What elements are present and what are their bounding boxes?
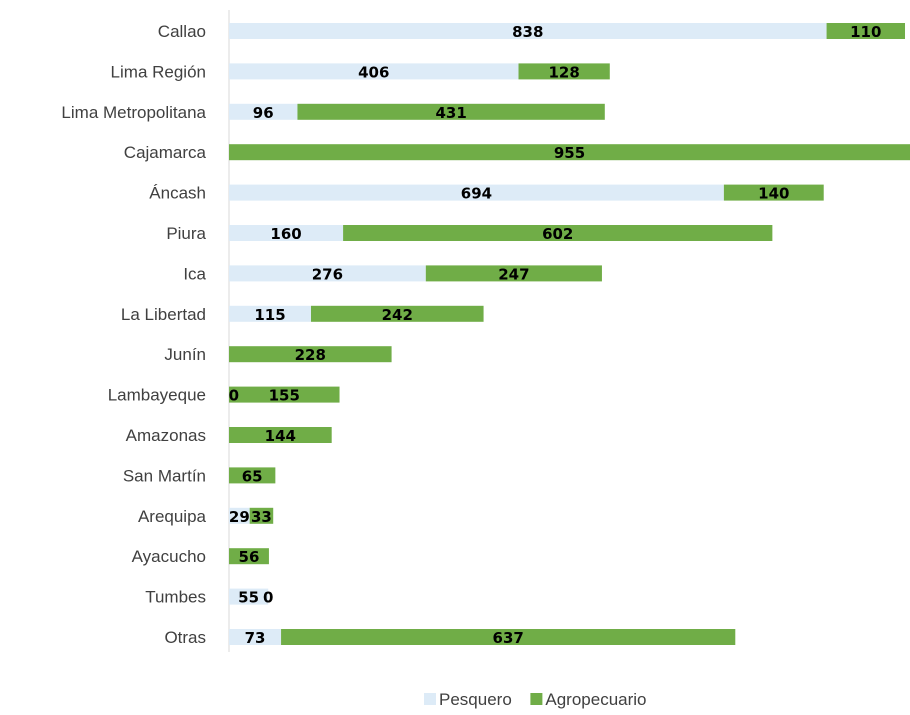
data-label-agropecuario-piura: 602 xyxy=(542,225,573,243)
category-label-junin: Junín xyxy=(164,345,206,364)
data-label-pesquero-la-libertad: 115 xyxy=(254,306,285,324)
bars-layer xyxy=(229,23,910,645)
legend-swatch-pesquero xyxy=(424,693,436,705)
legend-label-pesquero: Pesquero xyxy=(439,690,512,709)
data-label-agropecuario-callao: 110 xyxy=(850,23,881,41)
data-label-agropecuario-ica: 247 xyxy=(498,265,529,283)
bar-agropecuario-amazonas xyxy=(229,427,332,443)
bar-agropecuario-ica xyxy=(425,265,602,282)
bar-agropecuario-la-libertad xyxy=(311,305,484,322)
data-label-pesquero-lima-region: 406 xyxy=(358,63,389,81)
bar-agropecuario-callao xyxy=(826,23,906,39)
data-label-pesquero-callao: 838 xyxy=(512,23,543,41)
bar-agropecuario-junin xyxy=(229,346,392,363)
category-label-lima-metropolitana: Lima Metropolitana xyxy=(61,103,206,122)
bar-pesquero-callao xyxy=(229,23,827,39)
bar-agropecuario-ayacucho xyxy=(229,548,269,565)
bar-pesquero-lima-region xyxy=(229,63,519,80)
category-label-san-martin: San Martín xyxy=(123,466,206,485)
category-label-lima-region: Lima Región xyxy=(111,62,206,81)
bar-agropecuario-cajamarca xyxy=(229,144,910,161)
category-label-ica: Ica xyxy=(183,264,206,283)
bar-agropecuario-piura xyxy=(343,225,773,241)
category-label-callao: Callao xyxy=(158,22,206,41)
category-label-arequipa: Arequipa xyxy=(138,507,207,526)
category-label-amazonas: Amazonas xyxy=(126,426,206,445)
category-label-la-libertad: La Libertad xyxy=(121,305,206,324)
category-label-ayacucho: Ayacucho xyxy=(132,547,206,566)
data-label-pesquero-tumbes: 55 xyxy=(238,589,259,607)
legend-swatch-agropecuario xyxy=(530,693,543,705)
category-label-lambayeque: Lambayeque xyxy=(108,386,206,405)
bar-agropecuario-lambayeque xyxy=(229,386,340,403)
bar-agropecuario-ancash xyxy=(723,184,824,201)
data-label-pesquero-arequipa: 29 xyxy=(229,508,250,526)
bar-pesquero-arequipa xyxy=(229,507,250,524)
category-label-ancash: Áncash xyxy=(149,184,206,203)
data-label-agropecuario-junin: 228 xyxy=(295,346,326,364)
bar-agropecuario-arequipa xyxy=(249,507,274,524)
category-label-piura: Piura xyxy=(166,224,206,243)
data-label-agropecuario-otras: 637 xyxy=(493,629,524,647)
legend: Pesquero Agropecuario xyxy=(424,690,647,709)
data-label-agropecuario-tumbes: 0 xyxy=(263,589,273,607)
bar-agropecuario-lima-region xyxy=(518,63,610,80)
bar-agropecuario-san-martin xyxy=(229,467,276,484)
category-label-tumbes: Tumbes xyxy=(145,588,206,607)
data-label-pesquero-ica: 276 xyxy=(312,265,343,283)
data-label-agropecuario-lima-metropolitana: 431 xyxy=(435,104,466,122)
data-label-pesquero-otras: 73 xyxy=(245,629,266,647)
data-label-pesquero-ancash: 694 xyxy=(461,185,492,203)
category-label-otras: Otras xyxy=(164,628,206,647)
bar-pesquero-ancash xyxy=(229,184,724,201)
bar-pesquero-la-libertad xyxy=(229,305,312,322)
data-label-agropecuario-ayacucho: 56 xyxy=(239,548,260,566)
legend-label-agropecuario: Agropecuario xyxy=(545,690,646,709)
bar-agropecuario-lima-metropolitana xyxy=(297,103,605,120)
bar-pesquero-tumbes xyxy=(229,588,269,605)
data-label-agropecuario-ancash: 140 xyxy=(758,185,789,203)
bar-pesquero-piura xyxy=(229,225,344,241)
data-label-agropecuario-lambayeque: 155 xyxy=(269,387,300,405)
category-labels: Callao Lima Región Lima Metropolitana Cajam… xyxy=(61,22,206,647)
data-label-agropecuario-arequipa: 33 xyxy=(251,508,272,526)
data-label-pesquero-lambayeque: 0 xyxy=(229,387,239,405)
data-labels: 838 110 406 128 96 431 955 694 140 160 602 276 247 11… xyxy=(229,23,882,647)
data-label-pesquero-piura: 160 xyxy=(270,225,301,243)
data-label-agropecuario-lima-region: 128 xyxy=(548,63,579,81)
bar-pesquero-lima-metropolitana xyxy=(229,103,298,120)
data-label-agropecuario-amazonas: 144 xyxy=(265,427,296,445)
category-label-cajamarca: Cajamarca xyxy=(124,143,207,162)
data-label-pesquero-lima-metropolitana: 96 xyxy=(253,104,274,122)
data-label-agropecuario-la-libertad: 242 xyxy=(382,306,413,324)
bar-agropecuario-otras xyxy=(281,629,736,645)
data-label-agropecuario-cajamarca: 955 xyxy=(554,144,585,162)
bar-pesquero-ica xyxy=(229,265,426,282)
data-label-agropecuario-san-martin: 65 xyxy=(242,467,263,485)
bar-pesquero-otras xyxy=(229,629,282,645)
